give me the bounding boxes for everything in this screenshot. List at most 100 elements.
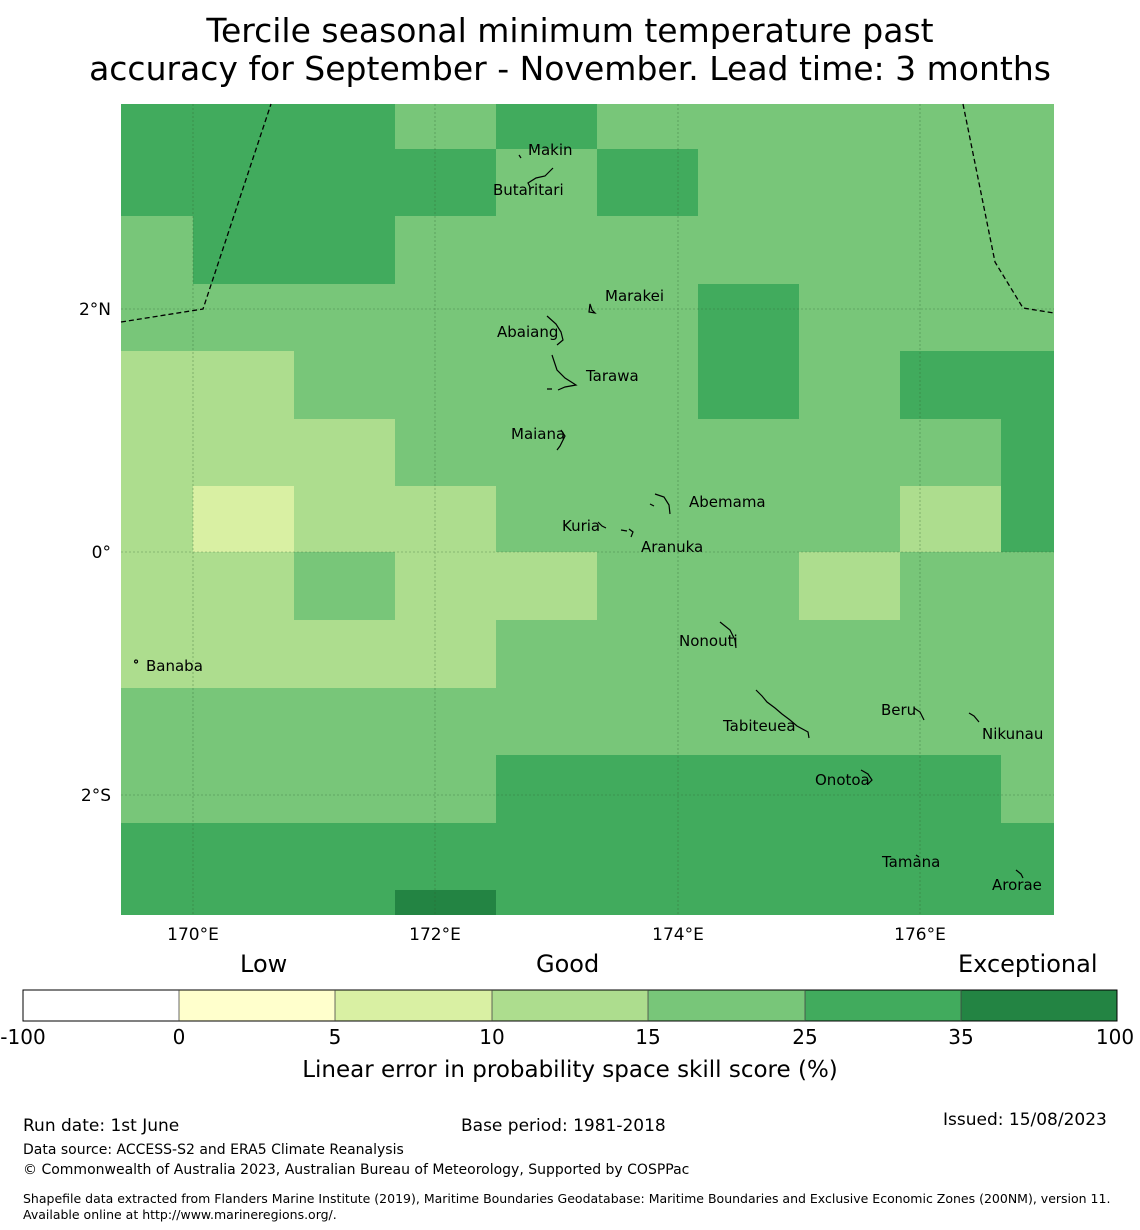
grid-cell [395,552,597,620]
issued-date: Issued: 15/08/2023 [943,1110,1107,1130]
axis-labels: 2°N 0° 2°S 170°E 172°E 174°E 176°E [79,300,946,945]
island-onotoa [860,769,873,785]
skill-map: Makin Butaritari Marakei Abaiang Tarawa … [0,103,1134,1083]
colorbar-heading-low: Low [240,950,288,978]
eez-boundaries [120,103,1055,323]
grid-cell [496,104,597,149]
island-kuria [597,521,607,529]
grid-cell [395,104,496,149]
colorbar-tick: -100 [0,1025,45,1049]
colorbar-heading-good: Good [536,950,600,978]
colorbar-tick: 100 [1096,1025,1134,1049]
colorbar-tick: 25 [792,1025,817,1049]
place-label: Kuria [562,517,600,535]
grid-cell [294,486,496,552]
island-butaritari [527,167,554,188]
island-outlines [134,154,1024,879]
grid-cell [799,284,1054,351]
grid-cell [496,620,1054,688]
island-aranuka [620,528,634,538]
grid-cell [121,104,395,216]
colorbar-segment [179,990,335,1021]
grid-cell [1001,755,1054,823]
grid-cell [799,552,900,620]
place-label: Aranuka [641,538,703,556]
place-label: Tabiteuea [722,717,796,735]
grid-cell [121,486,193,552]
place-label: Butaritari [493,181,564,199]
shapefile-credit: Shapefile data extracted from Flanders M… [23,1191,1111,1222]
map-title-line-1: Tercile seasonal minimum temperature pas… [206,11,934,50]
grid-cell [597,104,1054,149]
grid-cell [121,419,395,486]
place-label: Abaiang [497,323,558,341]
colorbar-tick: 10 [479,1025,504,1049]
colorbar-segment [961,990,1117,1021]
grid-cell [121,755,496,823]
grid-cell [1001,419,1054,486]
grid-cell [496,486,900,552]
place-label: Nikunau [982,725,1043,743]
place-label: Onotoa [815,771,870,789]
place-label: Maiana [511,425,565,443]
place-label: Beru [881,701,916,719]
grid-cell [597,149,698,216]
colorbar-heading-exceptional: Exceptional [958,950,1098,978]
colorbar-segment [648,990,805,1021]
colorbar-segment [492,990,648,1021]
grid-cell [121,284,698,351]
grid-cell [294,351,698,419]
base-period: Base period: 1981-2018 [461,1116,666,1136]
lon-label: 172°E [409,925,461,945]
grid-cell [121,823,1054,915]
colorbar-frame [22,989,1118,1022]
grid-cell [121,688,1054,755]
grid-cell [698,149,1054,216]
island-tabiteuea [755,689,810,739]
grid-cell [900,552,1054,620]
colorbar-segment [335,990,492,1021]
grid-cell [121,552,294,620]
lon-label: 174°E [652,925,704,945]
place-labels: Makin Butaritari Marakei Abaiang Tarawa … [146,141,1043,894]
grid-cell [1001,486,1054,552]
island-makin [518,154,522,159]
graticule [121,104,1054,915]
island-arorae [1015,869,1024,879]
colorbar: -100 0 5 10 15 25 35 100 Linear error in… [0,989,1134,1083]
place-label: Nonouti [679,632,738,650]
place-label: Banaba [146,657,203,675]
grid-cell [395,419,1001,486]
island-abaiang [546,315,564,346]
data-source: Data source: ACCESS-S2 and ERA5 Climate … [23,1142,404,1158]
colorbar-segment [23,990,179,1021]
colorbar-dividers [178,990,962,1021]
island-marakei [588,303,597,314]
lat-label: 2°S [81,786,111,806]
grid-cell [799,351,900,419]
lat-label: 0° [92,543,111,563]
island-abemama [649,493,671,515]
grid-cell [496,149,597,216]
colorbar-segment [805,990,961,1021]
grid-cell [193,486,294,552]
grid-cell [496,755,1001,823]
island-tarawa [547,354,578,391]
grid-cell [698,284,799,351]
island-beru [913,707,925,721]
place-label: Makin [528,141,573,159]
place-label: Tamana [881,853,940,871]
island-maiana [556,429,566,451]
colorbar-tick: 35 [948,1025,973,1049]
lat-label: 2°N [79,300,111,320]
island-banaba [134,659,139,664]
grid-cell [193,216,395,284]
colorbar-tick: 15 [635,1025,660,1049]
skill-grid [121,104,1054,915]
grid-cell [698,351,799,419]
copyright-notice: © Commonwealth of Australia 2023, Austra… [23,1162,690,1178]
place-label: Arorae [992,876,1042,894]
place-label: Tarawa [585,367,639,385]
place-label: Marakei [605,287,664,305]
island-nikunau [968,712,980,723]
